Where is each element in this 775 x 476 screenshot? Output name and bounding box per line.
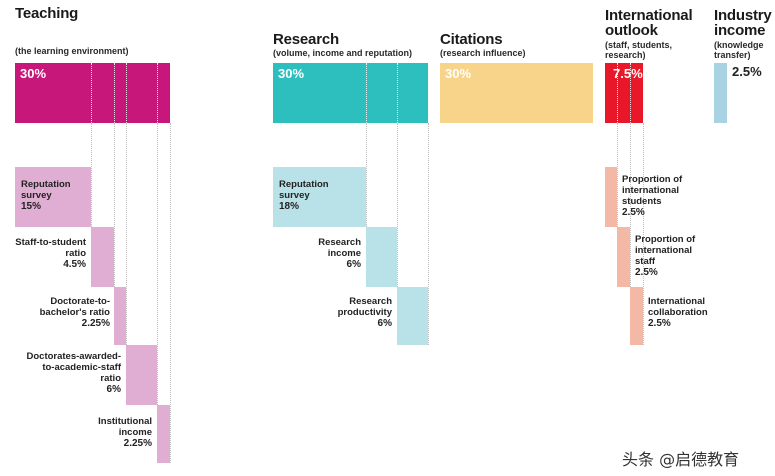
industry-subtitle: (knowledge transfer) <box>714 40 764 60</box>
international-guide <box>617 123 618 227</box>
teaching-doctorates-awarded-label: Doctorates-awarded-to-academic-staff rati… <box>26 351 122 395</box>
research-subtitle: (volume, income and reputation) <box>273 48 413 58</box>
teaching-doctorates-awarded-bar <box>126 345 157 405</box>
international-students-bar <box>605 167 617 227</box>
citations-weight: 30% <box>445 66 472 81</box>
citations-subtitle: (research influence) <box>440 48 526 58</box>
teaching-institutional-income-bar <box>157 405 170 463</box>
teaching-guide <box>114 123 115 287</box>
research-reputation-bar <box>273 167 366 227</box>
international-students-label: Proportion of international students 2.5% <box>622 174 683 218</box>
teaching-divider <box>126 63 127 123</box>
research-block <box>273 63 428 123</box>
research-guide <box>397 123 398 287</box>
teaching-staff-student-label: Staff-to-student ratio 4.5% <box>15 237 86 270</box>
research-productivity-label: Research productivity 6% <box>337 296 392 329</box>
teaching-doctorate-bachelor-bar <box>114 287 126 345</box>
teaching-block <box>15 63 170 123</box>
international-collaboration-label: International collaboration 2.5% <box>648 296 708 329</box>
international-guide <box>630 123 631 287</box>
international-divider <box>630 63 631 123</box>
teaching-guide <box>157 123 158 405</box>
citations-title: Citations <box>440 31 503 48</box>
international-staff-bar <box>617 227 630 287</box>
teaching-guide <box>170 123 171 463</box>
international-block <box>605 63 643 123</box>
international-subtitle: (staff, students, research) <box>605 40 673 60</box>
research-income-label: Research income 6% <box>318 237 361 270</box>
teaching-guide <box>126 123 127 345</box>
international-divider <box>617 63 618 123</box>
research-income-bar <box>366 227 397 287</box>
teaching-doctorate-bachelor-label: Doctorate-to-bachelor's ratio 2.25% <box>39 296 110 329</box>
research-reputation-label: Reputation survey 18% <box>279 179 329 212</box>
international-staff-label: Proportion of international staff 2.5% <box>635 234 696 278</box>
teaching-guide <box>91 123 92 227</box>
teaching-institutional-income-label: Institutional income 2.25% <box>98 416 152 449</box>
research-divider <box>366 63 367 123</box>
teaching-reputation-bar <box>15 167 91 227</box>
industry-weight: 2.5% <box>732 64 762 79</box>
research-productivity-bar <box>397 287 428 345</box>
teaching-staff-student-bar <box>91 227 114 287</box>
teaching-divider <box>114 63 115 123</box>
international-title: International outlook <box>605 7 693 39</box>
citations-block <box>440 63 593 123</box>
teaching-reputation-label: Reputation survey 15% <box>21 179 71 212</box>
industry-title: Industry income <box>714 7 772 39</box>
research-divider <box>397 63 398 123</box>
teaching-title: Teaching <box>15 5 79 22</box>
research-guide <box>428 123 429 345</box>
teaching-weight: 30% <box>20 66 47 81</box>
research-guide <box>366 123 367 227</box>
industry-block <box>714 63 727 123</box>
international-guide <box>643 123 644 345</box>
research-weight: 30% <box>278 66 305 81</box>
teaching-divider <box>91 63 92 123</box>
international-weight: 7.5% <box>613 66 643 81</box>
teaching-subtitle: (the learning environment) <box>15 46 129 56</box>
international-collaboration-bar <box>630 287 643 345</box>
teaching-divider <box>157 63 158 123</box>
research-title: Research <box>273 31 339 48</box>
watermark-text: 头条 @启德教育 <box>622 450 740 469</box>
